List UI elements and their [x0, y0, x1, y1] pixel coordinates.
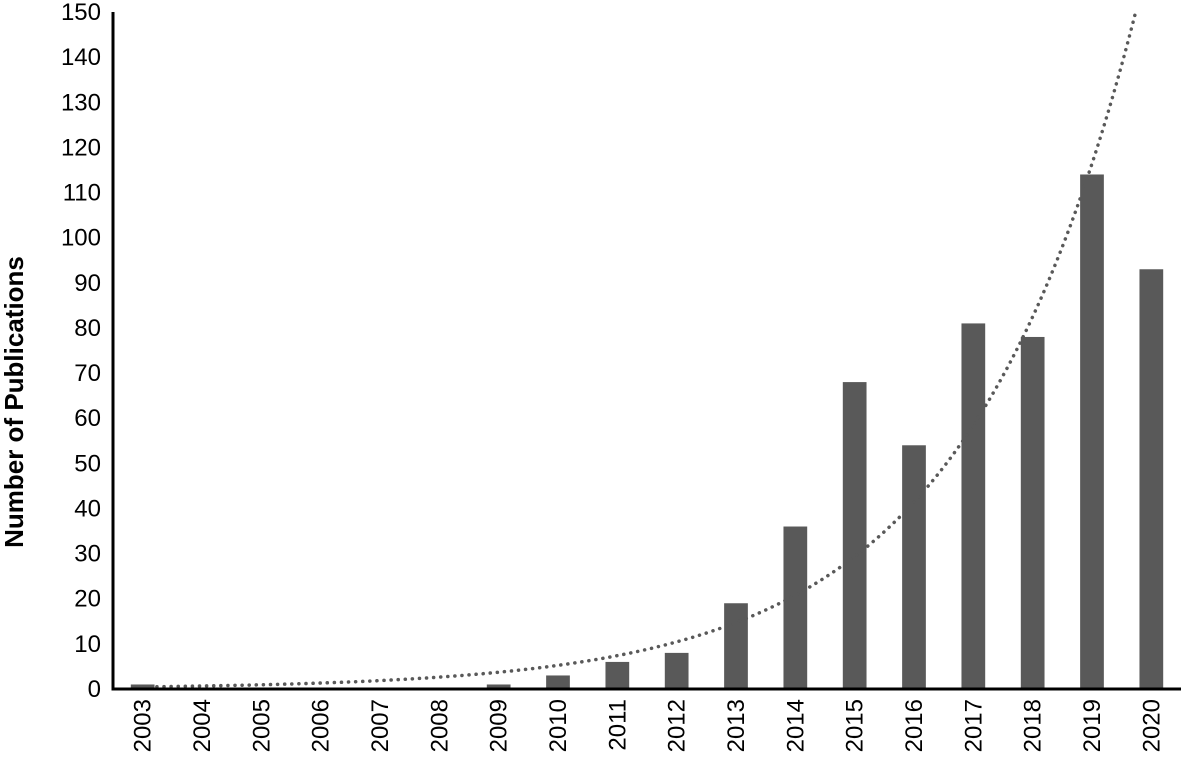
- y-tick-label: 40: [74, 495, 101, 522]
- x-tick-label-2012: 2012: [664, 699, 691, 752]
- y-ticks-group: 0 10 20 30 40 50 60 70 80 90 100 110 120 130 140 150: [61, 0, 101, 703]
- bar-2016: [902, 445, 926, 689]
- y-tick-label: 70: [74, 360, 101, 387]
- y-tick-label: 100: [61, 225, 101, 252]
- y-tick-label: 110: [63, 180, 101, 207]
- bar-2020: [1139, 269, 1163, 689]
- x-tick-label-2013: 2013: [723, 699, 750, 752]
- y-tick-label: 140: [61, 44, 101, 71]
- x-tick-label-2014: 2014: [782, 699, 809, 752]
- y-tick-label: 0: [88, 676, 101, 703]
- trendline: [143, 12, 1136, 687]
- y-tick-label: 80: [74, 315, 101, 342]
- bar-2015: [843, 382, 867, 689]
- x-tick-label-2004: 2004: [189, 699, 216, 752]
- x-tick-label-2019: 2019: [1079, 699, 1106, 752]
- y-axis-label: Number of Publications: [0, 256, 29, 548]
- x-tick-label-2020: 2020: [1138, 699, 1165, 752]
- x-tick-label-2009: 2009: [486, 699, 513, 752]
- x-tick-label-2008: 2008: [426, 699, 453, 752]
- bars-group: [131, 174, 1163, 689]
- y-tick-label: 60: [74, 405, 101, 432]
- bar-2017: [961, 323, 985, 689]
- bar-2018: [1021, 337, 1045, 689]
- y-tick-label: 20: [74, 586, 101, 613]
- y-tick-label: 150: [61, 0, 101, 26]
- y-tick-label: 50: [74, 450, 101, 477]
- y-tick-label: 130: [61, 89, 101, 116]
- bar-2019: [1080, 174, 1104, 689]
- x-tick-label-2010: 2010: [545, 699, 572, 752]
- y-tick-label: 10: [74, 631, 101, 658]
- x-tick-label-2017: 2017: [960, 699, 987, 752]
- bar-2011: [605, 662, 629, 689]
- x-tick-label-2018: 2018: [1020, 699, 1047, 752]
- x-tick-label-2005: 2005: [248, 699, 275, 752]
- bar-2013: [724, 603, 748, 689]
- x-tick-label-2003: 2003: [130, 699, 157, 752]
- x-tick-label-2015: 2015: [842, 699, 869, 752]
- bar-2010: [546, 675, 570, 689]
- x-tick-label-2011: 2011: [604, 699, 631, 751]
- x-tick-label-2007: 2007: [367, 699, 394, 752]
- bar-2012: [665, 653, 689, 689]
- axes-group: [112, 12, 1181, 690]
- x-tick-label-2006: 2006: [308, 699, 335, 752]
- y-tick-label: 120: [61, 134, 101, 161]
- x-ticks-group: 2003 2004 2005 2006 2007 2008 2009 2010 2011 2012…: [130, 699, 1166, 752]
- y-tick-label: 90: [74, 270, 101, 297]
- y-tick-label: 30: [74, 541, 101, 568]
- x-tick-label-2016: 2016: [901, 699, 928, 752]
- bar-2014: [783, 527, 807, 689]
